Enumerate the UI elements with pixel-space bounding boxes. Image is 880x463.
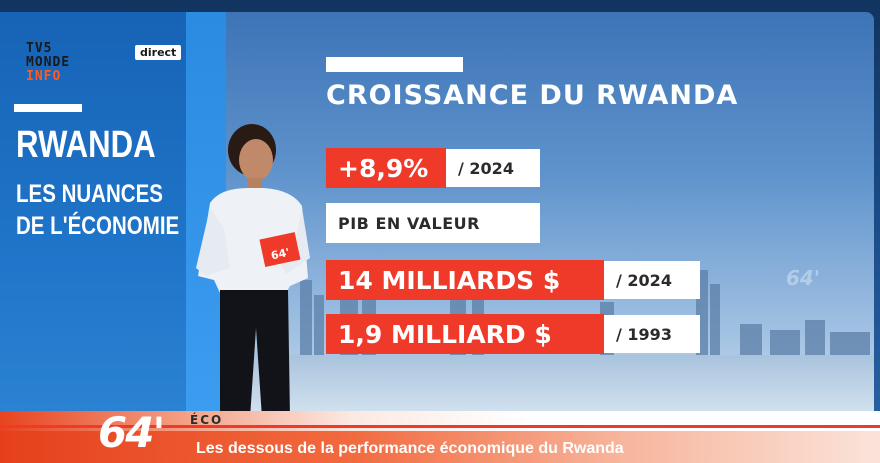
ticker-headline: Les dessous de la performance économique… [196,440,624,457]
show-logo: 64' [98,408,165,457]
side-subtitle: LES NUANCES DE L'ÉCONOMIE [16,178,179,242]
side-subtitle-line2: DE L'ÉCONOMIE [16,212,180,240]
gdp-2024-value: 14 MILLIARDS $ [326,260,604,300]
presenter: 64' [196,124,310,418]
growth-value: +8,9% [326,148,446,188]
graphic-title: CROISSANCE DU RWANDA [326,80,739,111]
ticker-section: ÉCO [190,413,224,427]
tv5monde-logo: TV5 MONDE INFO [26,41,71,84]
card-label: 64' [270,246,291,263]
live-badge: direct [135,45,182,60]
side-title: RWANDA [16,124,156,166]
wall-watermark: 64' [786,266,820,290]
gdp-label: PIB EN VALEUR [326,203,540,243]
gdp-1993-year: / 1993 [604,315,700,353]
title-accent-bar [326,57,463,72]
ticker-lower-band [0,431,880,463]
side-accent-bar [14,104,82,112]
growth-year: / 2024 [446,149,540,187]
studio-floor [226,355,874,417]
gdp-1993-value: 1,9 MILLIARD $ [326,314,604,354]
ticker-divider [0,425,880,428]
gdp-2024-year: / 2024 [604,261,700,299]
side-subtitle-line1: LES NUANCES [16,180,163,208]
